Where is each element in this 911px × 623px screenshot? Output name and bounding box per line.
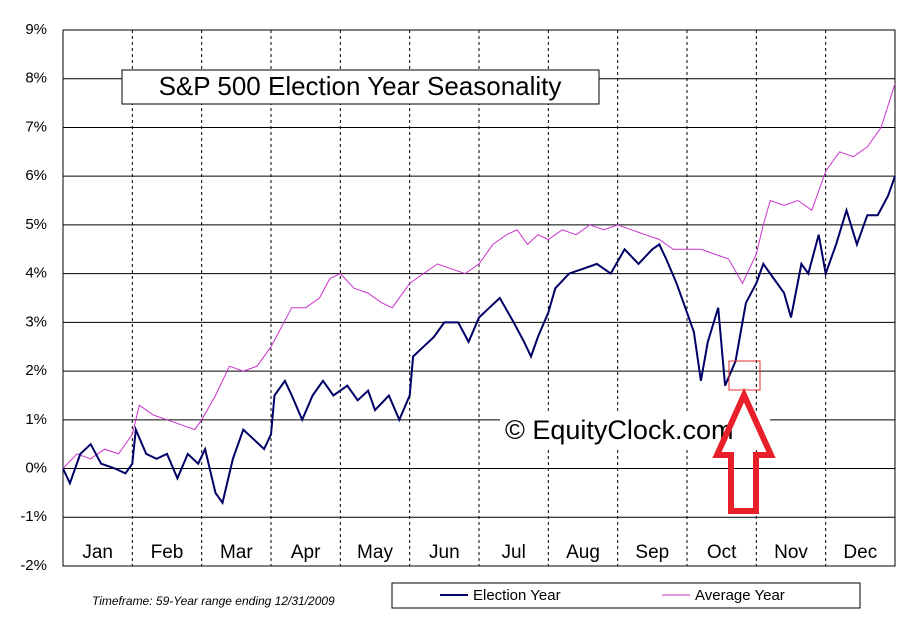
y-tick-label: 9% bbox=[25, 21, 47, 38]
legend bbox=[391, 582, 861, 609]
x-tick-label: Sep bbox=[635, 542, 669, 563]
y-tick-label: 7% bbox=[25, 118, 47, 135]
grid bbox=[63, 29, 895, 567]
series-line bbox=[62, 175, 896, 506]
y-tick-label: -2% bbox=[20, 557, 47, 574]
x-tick-label: Apr bbox=[291, 542, 321, 563]
lines bbox=[62, 83, 896, 506]
x-tick-label: Jun bbox=[429, 542, 460, 563]
x-tick-label: Aug bbox=[566, 542, 600, 563]
y-tick-label: 1% bbox=[25, 411, 47, 428]
y-tick-label: -1% bbox=[20, 508, 47, 525]
y-tick-label: 2% bbox=[25, 362, 47, 379]
x-tick-label: Oct bbox=[707, 542, 737, 563]
legend-label: Average Year bbox=[695, 587, 785, 604]
title-box bbox=[121, 69, 600, 105]
y-tick-label: 5% bbox=[25, 216, 47, 233]
y-tick-label: 4% bbox=[25, 265, 47, 282]
x-tick-label: Feb bbox=[151, 542, 184, 563]
y-tick-label: 8% bbox=[25, 70, 47, 87]
arrow bbox=[712, 387, 776, 514]
watermark: © EquityClock.com bbox=[505, 415, 733, 445]
chart-title: S&P 500 Election Year Seasonality bbox=[159, 71, 562, 101]
legend-items: Election Year Average Year bbox=[440, 587, 785, 604]
x-tick-label: Dec bbox=[843, 542, 877, 563]
x-tick-label: Mar bbox=[220, 542, 253, 563]
y-tick-label: 6% bbox=[25, 167, 47, 184]
x-tick-label: May bbox=[357, 542, 393, 563]
footnote: Timeframe: 59-Year range ending 12/31/20… bbox=[92, 594, 335, 608]
y-tick-label: 3% bbox=[25, 313, 47, 330]
series-line bbox=[62, 83, 896, 469]
legend-label: Election Year bbox=[473, 587, 561, 604]
x-tick-label: Jul bbox=[502, 542, 526, 563]
x-tick-label: Jan bbox=[82, 542, 113, 563]
x-tick-label: Nov bbox=[774, 542, 808, 563]
y-tick-label: 0% bbox=[25, 460, 47, 477]
